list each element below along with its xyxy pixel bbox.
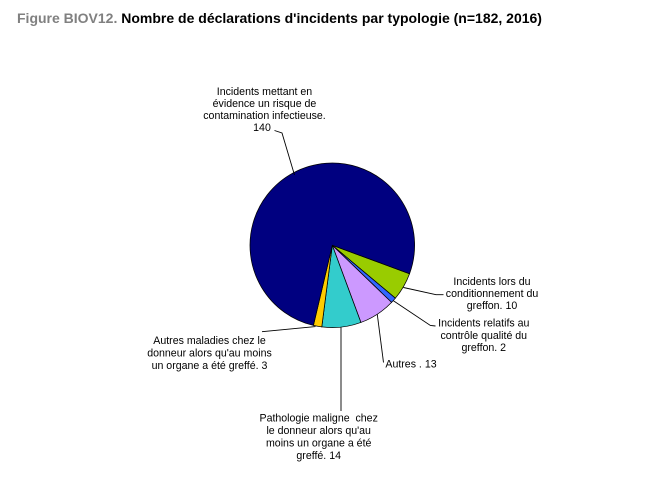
svg-text:contamination infectieuse.: contamination infectieuse. (203, 110, 326, 122)
svg-text:Pathologie maligne chez: Pathologie maligne chez (260, 413, 378, 425)
svg-text:moins un organe a été: moins un organe a été (266, 438, 372, 450)
svg-text:Incidents mettant en: Incidents mettant en (217, 86, 313, 98)
svg-text:Autres . 13: Autres . 13 (385, 358, 436, 370)
svg-text:Incidents relatifs au: Incidents relatifs au (438, 318, 529, 330)
svg-text:Autres maladies chez le: Autres maladies chez le (153, 335, 266, 347)
svg-text:contrôle qualité du: contrôle qualité du (441, 330, 528, 342)
svg-text:Incidents lors du: Incidents lors du (453, 276, 530, 288)
svg-text:greffon. 10: greffon. 10 (467, 300, 518, 312)
svg-text:évidence un risque de: évidence un risque de (213, 98, 317, 110)
svg-text:le donneur alors qu'au: le donneur alors qu'au (266, 425, 371, 437)
svg-text:140: 140 (253, 122, 271, 134)
svg-text:greffé. 14: greffé. 14 (296, 450, 341, 462)
svg-text:donneur alors qu'au moins: donneur alors qu'au moins (147, 347, 272, 359)
svg-text:un organe a été greffé. 3: un organe a été greffé. 3 (152, 360, 268, 372)
svg-text:greffon. 2: greffon. 2 (462, 342, 507, 354)
svg-text:conditionnement du: conditionnement du (446, 288, 539, 300)
